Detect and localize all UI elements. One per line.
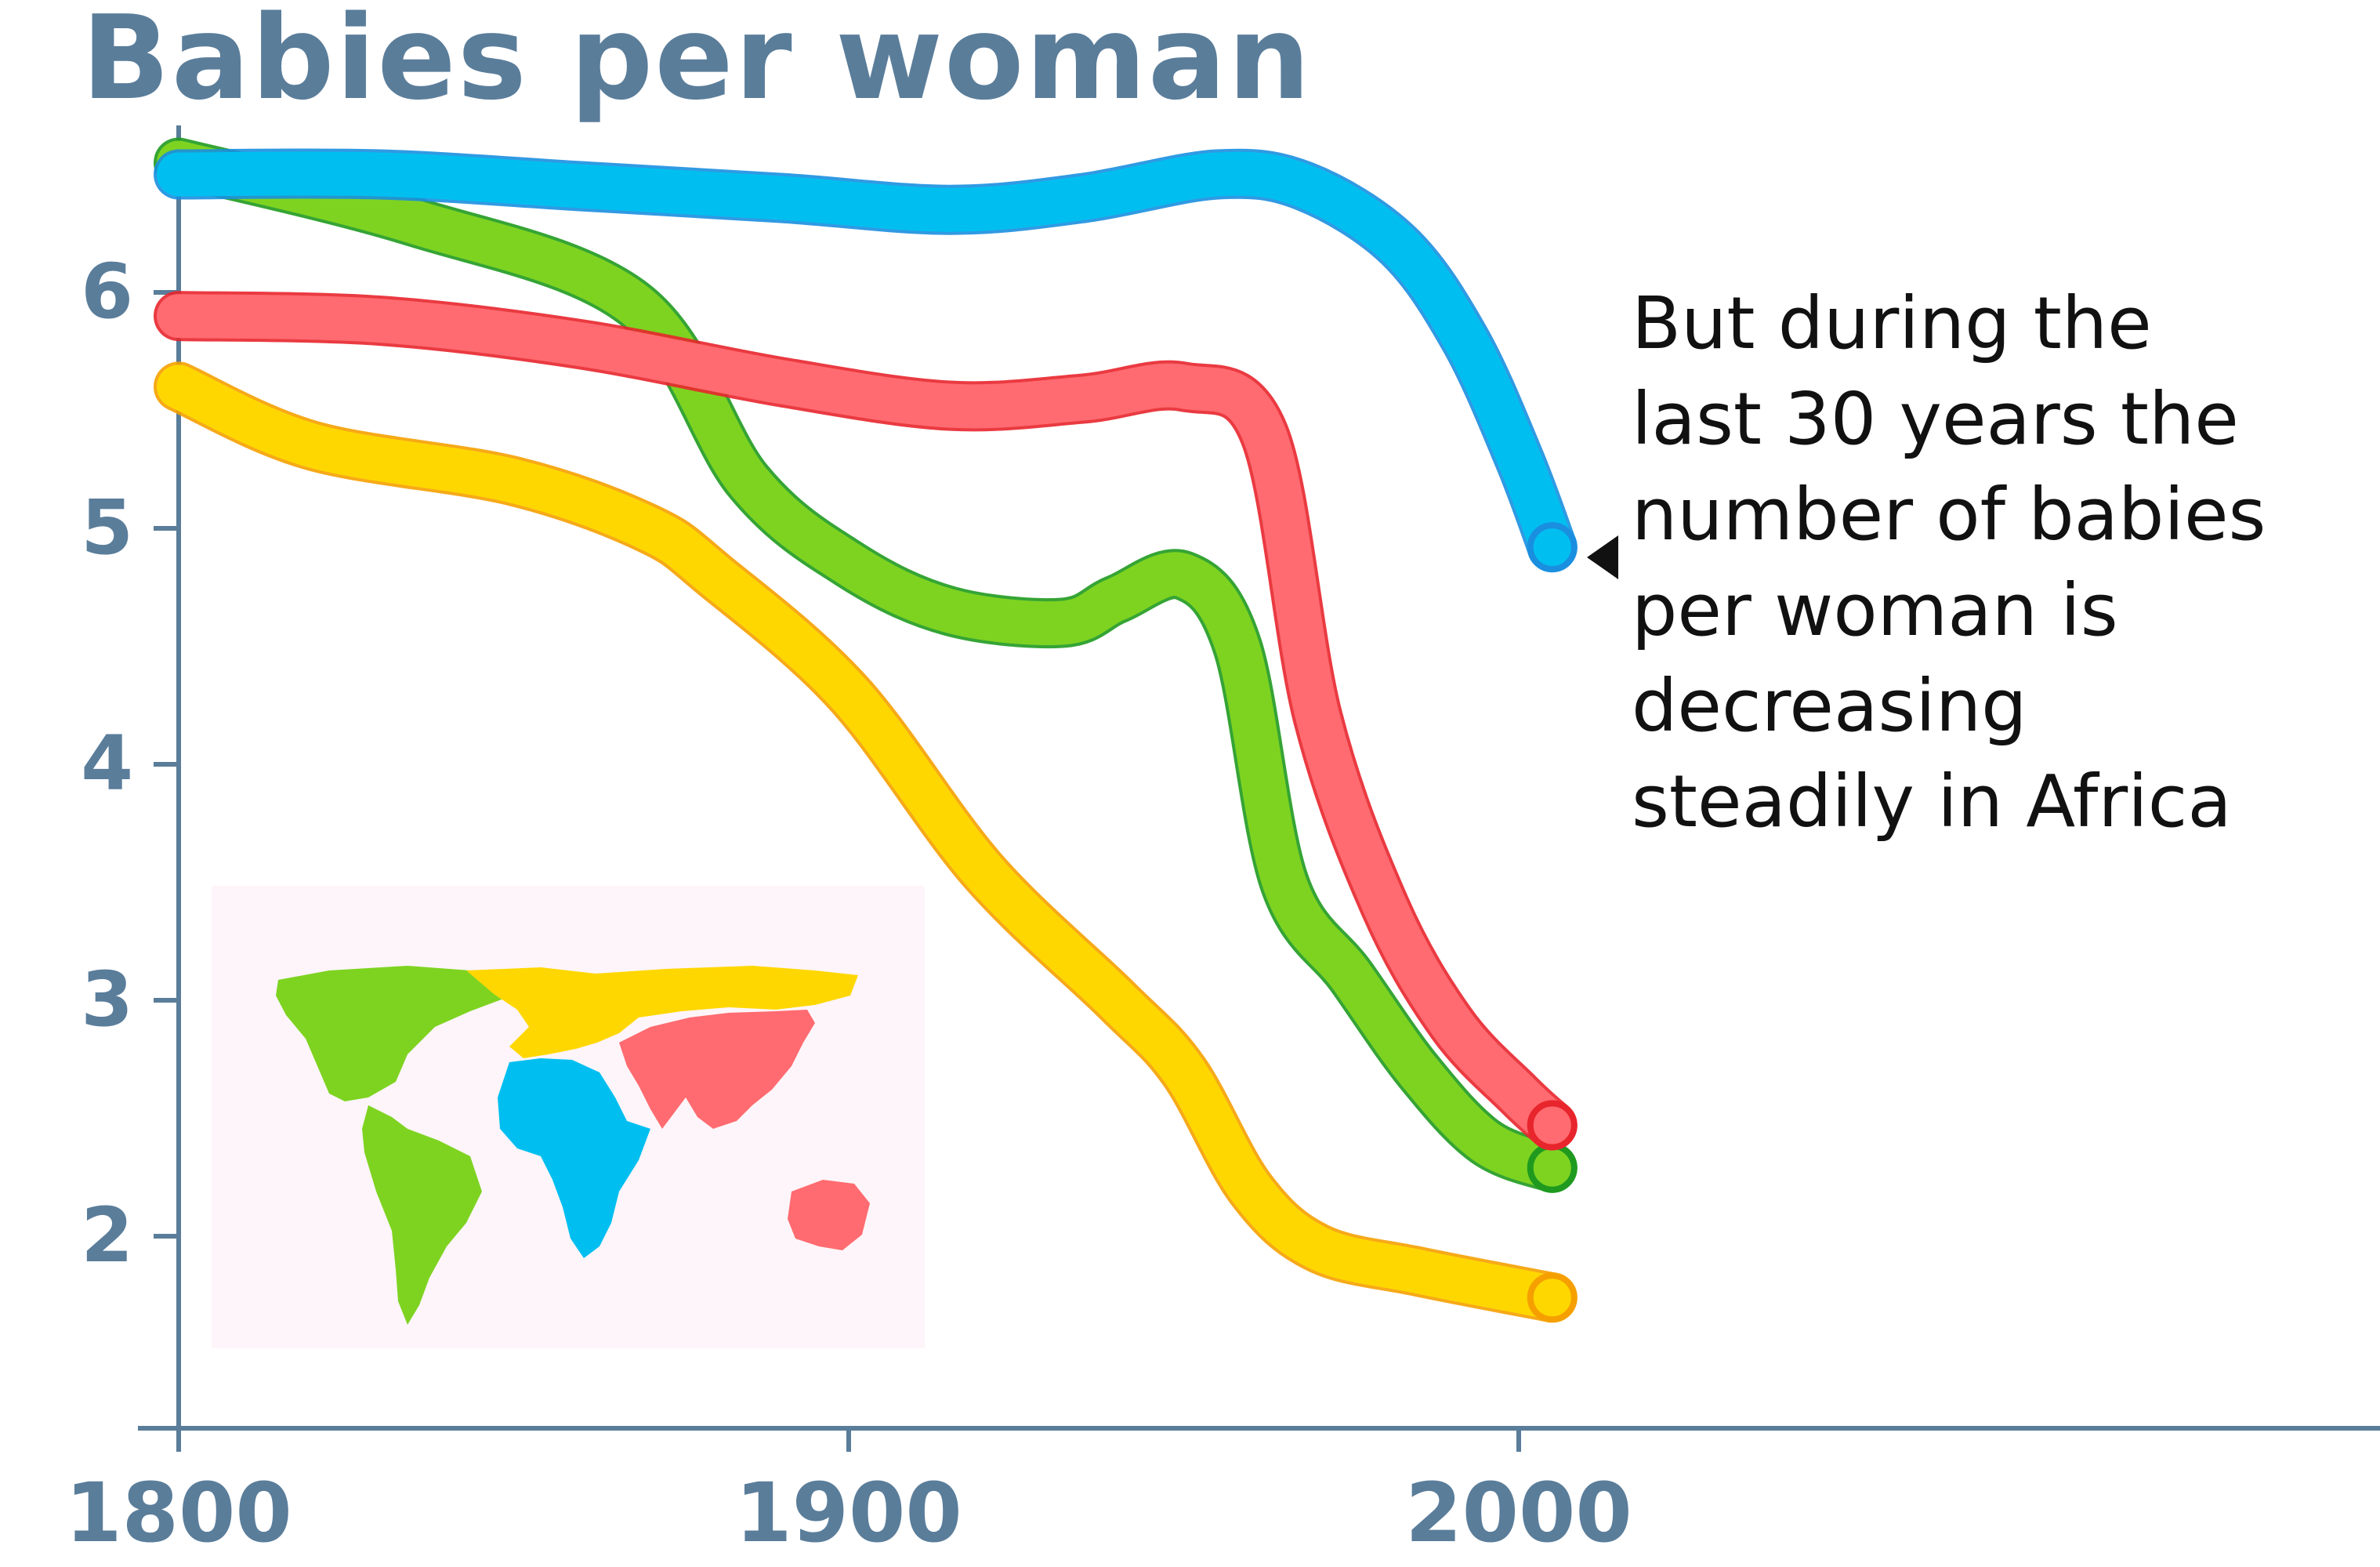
x-tick-label: 2000 [1405, 1465, 1632, 1561]
series-end-marker-africa [1527, 522, 1578, 573]
series-end-marker-europe [1527, 1272, 1578, 1323]
map-region-americas [276, 966, 509, 1325]
map-region-africa [498, 1058, 650, 1258]
chart-title: Babies per woman [82, 0, 1313, 125]
series-line-africa [157, 151, 1574, 570]
y-tick-label: 3 [81, 956, 133, 1043]
series-line-europe [157, 365, 1574, 1320]
x-tick-label: 1900 [735, 1465, 962, 1561]
series-line-americas [157, 140, 1574, 1190]
map-region-europe [466, 966, 858, 1058]
series-end-marker-asia [1527, 1100, 1578, 1151]
annotation-text: But during the last 30 years the number … [1632, 281, 2266, 843]
series-line-asia [157, 294, 1574, 1148]
annotation-pointer-icon [1587, 535, 1618, 579]
axes: 2 3 4 5 6 1800 1900 2000 [65, 125, 2380, 1561]
series-end-marker-americas [1527, 1142, 1578, 1193]
map-region-asia [619, 1010, 870, 1250]
x-tick-label: 1800 [65, 1465, 292, 1561]
y-tick-label: 6 [81, 248, 133, 336]
y-tick-label: 5 [81, 484, 133, 571]
y-tick-label: 2 [81, 1192, 133, 1279]
y-tick-label: 4 [81, 720, 133, 807]
series-layer [154, 137, 1578, 1323]
world-map-legend [212, 886, 925, 1348]
